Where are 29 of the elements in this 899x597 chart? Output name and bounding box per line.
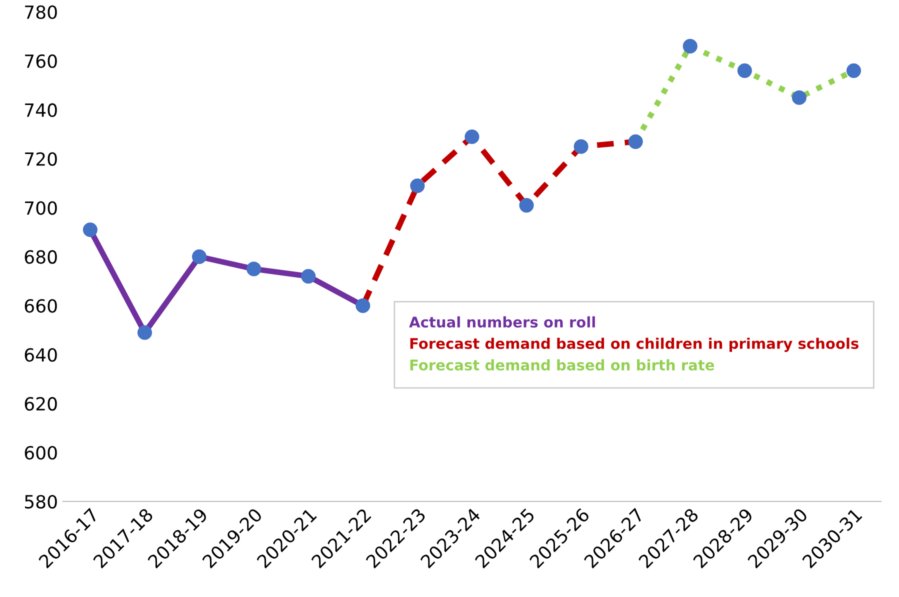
y-tick-label: 760 bbox=[25, 54, 57, 68]
point bbox=[301, 269, 316, 284]
point bbox=[628, 134, 643, 149]
point bbox=[792, 90, 806, 105]
point bbox=[682, 38, 698, 54]
y-tick-label: 700 bbox=[25, 201, 57, 215]
point bbox=[246, 262, 262, 276]
y-tick-label: 740 bbox=[25, 103, 57, 117]
y-tick-label: 680 bbox=[24, 250, 57, 264]
point bbox=[846, 63, 862, 78]
y-tick-label: 780 bbox=[25, 5, 57, 20]
point bbox=[464, 129, 480, 144]
text: Forecast demand based on children in primary schools bbox=[410, 338, 858, 352]
text: Actual numbers on roll bbox=[409, 316, 595, 328]
point bbox=[410, 178, 425, 194]
y-tick-label: 580 bbox=[25, 494, 57, 509]
point bbox=[82, 222, 98, 238]
text: Forecast demand based on birth rate bbox=[410, 359, 714, 371]
y-tick-label: 620 bbox=[24, 397, 57, 411]
point bbox=[519, 198, 534, 213]
point bbox=[137, 325, 152, 340]
point bbox=[737, 63, 752, 78]
y-tick-label: 660 bbox=[24, 299, 57, 313]
point bbox=[356, 298, 370, 313]
y-tick-label: 640 bbox=[24, 348, 57, 362]
point bbox=[574, 139, 588, 154]
y-tick-label: 600 bbox=[24, 446, 57, 460]
point bbox=[192, 249, 207, 264]
y-tick-label: 720 bbox=[25, 152, 57, 166]
